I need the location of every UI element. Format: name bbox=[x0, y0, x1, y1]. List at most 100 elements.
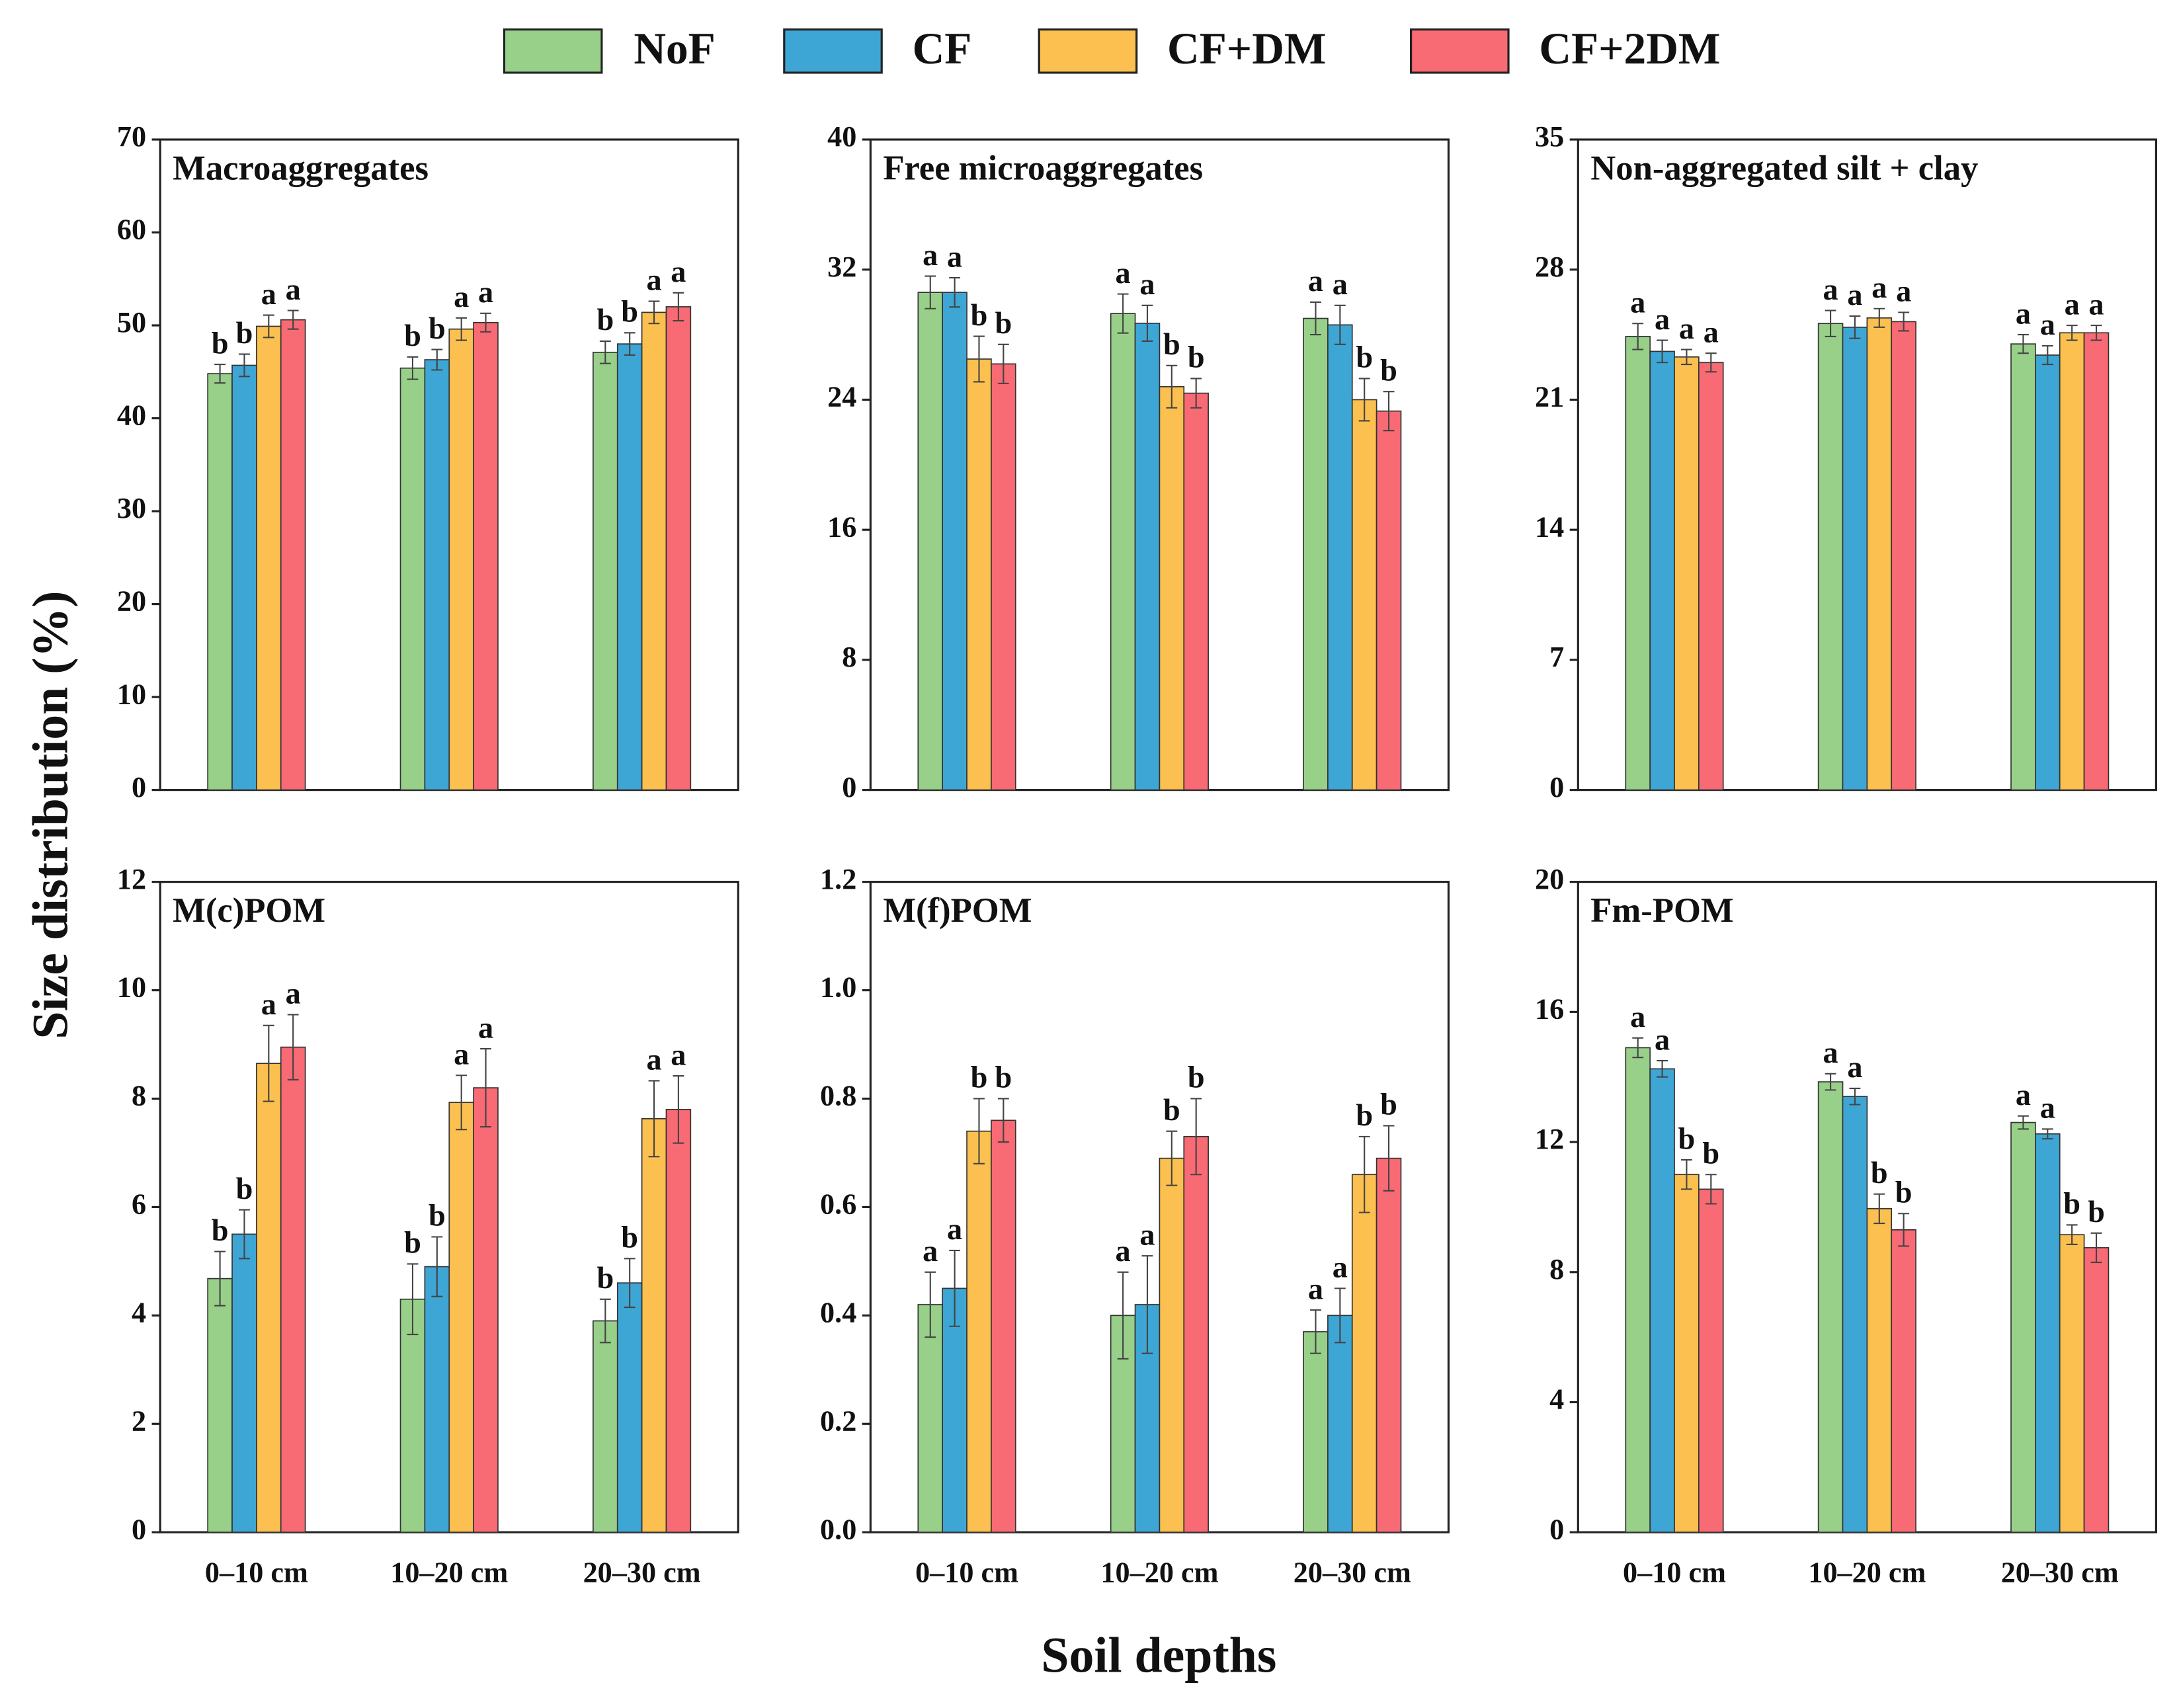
error-bar bbox=[407, 356, 419, 380]
y-tick-label: 0.2 bbox=[820, 1404, 856, 1437]
y-tick-label: 35 bbox=[1535, 120, 1564, 153]
error-bar bbox=[287, 1014, 299, 1080]
bar bbox=[966, 1130, 992, 1533]
error-bar bbox=[1632, 323, 1644, 350]
significance-letter: a bbox=[478, 1011, 493, 1045]
significance-letter: b bbox=[1380, 1088, 1397, 1122]
bar bbox=[2059, 1234, 2085, 1533]
chart-title: M(f)POM bbox=[883, 891, 1032, 930]
bar bbox=[1327, 1315, 1353, 1533]
error-bar bbox=[1383, 391, 1395, 432]
significance-letter: a bbox=[1333, 268, 1348, 302]
error-bar bbox=[1825, 1073, 1836, 1091]
y-tick-label: 70 bbox=[117, 120, 146, 153]
x-tick-label: 20–30 cm bbox=[2001, 1557, 2119, 1589]
significance-letter: a bbox=[1679, 312, 1694, 346]
error-bar bbox=[624, 332, 636, 356]
bar bbox=[1303, 1331, 1329, 1533]
bar bbox=[1866, 1208, 1893, 1533]
error-bar bbox=[2066, 324, 2078, 341]
legend-swatch bbox=[1410, 28, 1510, 74]
significance-letter: b bbox=[236, 1172, 253, 1206]
bar bbox=[1842, 1096, 1868, 1533]
error-bar bbox=[407, 1263, 419, 1336]
bar bbox=[1376, 1157, 1402, 1533]
significance-letter: b bbox=[404, 319, 421, 353]
significance-letter: b bbox=[212, 1214, 229, 1248]
bar bbox=[256, 1063, 282, 1533]
bar bbox=[641, 311, 667, 791]
bar bbox=[1842, 327, 1868, 791]
bar bbox=[231, 364, 257, 791]
error-bar bbox=[1358, 378, 1370, 422]
bar bbox=[1649, 350, 1675, 791]
error-bar bbox=[2090, 324, 2102, 341]
error-bar bbox=[214, 1250, 226, 1307]
significance-letter: b bbox=[596, 304, 614, 337]
significance-letter: a bbox=[454, 1037, 469, 1071]
significance-letter: b bbox=[995, 307, 1012, 341]
error-bar bbox=[648, 300, 660, 325]
error-bar bbox=[1898, 311, 1910, 332]
bar bbox=[1817, 1081, 1844, 1533]
y-tick-label: 8 bbox=[842, 641, 856, 673]
bar bbox=[1698, 362, 1724, 791]
significance-letter: b bbox=[2088, 1196, 2105, 1229]
y-tick-label: 6 bbox=[132, 1188, 146, 1221]
error-bar bbox=[924, 275, 936, 309]
error-bar bbox=[1873, 1193, 1885, 1225]
significance-letter: a bbox=[646, 1043, 661, 1077]
bar bbox=[1649, 1068, 1675, 1533]
error-bar bbox=[2018, 1115, 2029, 1130]
significance-letter: a bbox=[1139, 268, 1155, 302]
error-bar bbox=[1334, 1287, 1346, 1344]
error-bar bbox=[673, 292, 684, 322]
error-bar bbox=[1657, 339, 1668, 364]
error-bar bbox=[1358, 1135, 1370, 1213]
significance-letter: b bbox=[1188, 341, 1205, 375]
error-bar bbox=[1117, 1271, 1129, 1360]
significance-letter: a bbox=[261, 988, 276, 1022]
error-bar bbox=[1334, 304, 1346, 345]
bar bbox=[1303, 317, 1329, 791]
chart-title: Free microaggregates bbox=[883, 149, 1203, 188]
error-bar bbox=[1310, 301, 1321, 336]
significance-letter: a bbox=[478, 276, 493, 309]
significance-letter: b bbox=[1871, 1157, 1888, 1190]
error-bar bbox=[1383, 1125, 1395, 1192]
y-tick-label: 28 bbox=[1535, 251, 1564, 283]
error-bar bbox=[1190, 378, 1202, 409]
significance-letter: a bbox=[1333, 1251, 1348, 1285]
significance-letter: a bbox=[2016, 1078, 2031, 1112]
x-tick-label: 0–10 cm bbox=[1623, 1557, 1726, 1589]
error-bar bbox=[456, 1075, 468, 1131]
significance-letter: a bbox=[1655, 303, 1670, 337]
legend-swatch bbox=[503, 28, 603, 74]
bar bbox=[641, 1118, 667, 1533]
significance-letter: b bbox=[621, 296, 638, 329]
bar bbox=[2059, 332, 2085, 791]
bar bbox=[1674, 1174, 1700, 1533]
error-bar bbox=[214, 364, 226, 384]
legend-label: NoF bbox=[634, 24, 716, 73]
y-tick-label: 20 bbox=[1535, 863, 1564, 895]
significance-letter: b bbox=[1163, 1094, 1180, 1127]
chart-title: Fm-POM bbox=[1590, 891, 1733, 930]
bar bbox=[399, 1298, 426, 1533]
error-bar bbox=[1117, 293, 1129, 334]
bar bbox=[1351, 399, 1377, 791]
significance-letter: b bbox=[1163, 328, 1180, 362]
error-bar bbox=[973, 1098, 985, 1164]
significance-letter: b bbox=[404, 1227, 421, 1260]
y-tick-label: 21 bbox=[1535, 381, 1564, 413]
bar bbox=[448, 1102, 474, 1533]
error-bar bbox=[949, 276, 961, 308]
y-tick-label: 4 bbox=[132, 1297, 146, 1329]
bar bbox=[1183, 1136, 1209, 1533]
error-bar bbox=[1705, 352, 1717, 373]
y-tick-label: 24 bbox=[827, 381, 856, 413]
y-tick-label: 60 bbox=[117, 214, 146, 246]
bar bbox=[1698, 1188, 1724, 1533]
error-bar bbox=[1849, 1087, 1861, 1106]
legend-label: CF+2DM bbox=[1539, 24, 1720, 73]
